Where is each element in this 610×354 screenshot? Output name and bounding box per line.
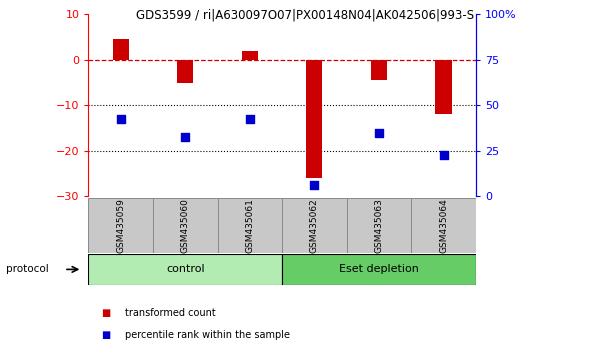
Text: GSM435062: GSM435062: [310, 198, 319, 253]
Bar: [371, 60, 387, 80]
Bar: [178, 60, 193, 82]
Text: GSM435059: GSM435059: [117, 198, 125, 253]
Point: [116, 116, 126, 122]
Bar: [153, 198, 218, 253]
Text: GDS3599 / ri|A630097O07|PX00148N04|AK042506|993-S: GDS3599 / ri|A630097O07|PX00148N04|AK042…: [136, 9, 474, 22]
Bar: [113, 39, 129, 60]
Text: protocol: protocol: [6, 264, 49, 274]
Point: [439, 153, 448, 158]
Text: transformed count: transformed count: [125, 308, 216, 318]
Text: GSM435060: GSM435060: [181, 198, 190, 253]
Bar: [346, 198, 411, 253]
Bar: [242, 51, 258, 60]
Text: GSM435064: GSM435064: [439, 198, 448, 253]
Point: [309, 182, 319, 188]
Text: GSM435061: GSM435061: [245, 198, 254, 253]
Bar: [218, 198, 282, 253]
Bar: [306, 60, 323, 178]
Point: [245, 116, 255, 122]
Bar: [411, 198, 476, 253]
Text: control: control: [166, 264, 204, 274]
Point: [374, 130, 384, 136]
Text: ■: ■: [101, 330, 110, 339]
Bar: [88, 254, 282, 285]
Text: ■: ■: [101, 308, 110, 318]
Bar: [88, 198, 153, 253]
Bar: [282, 198, 346, 253]
Bar: [282, 254, 476, 285]
Point: [181, 135, 190, 140]
Text: percentile rank within the sample: percentile rank within the sample: [125, 330, 290, 339]
Text: Eset depletion: Eset depletion: [339, 264, 419, 274]
Text: GSM435063: GSM435063: [375, 198, 384, 253]
Bar: [436, 60, 451, 114]
